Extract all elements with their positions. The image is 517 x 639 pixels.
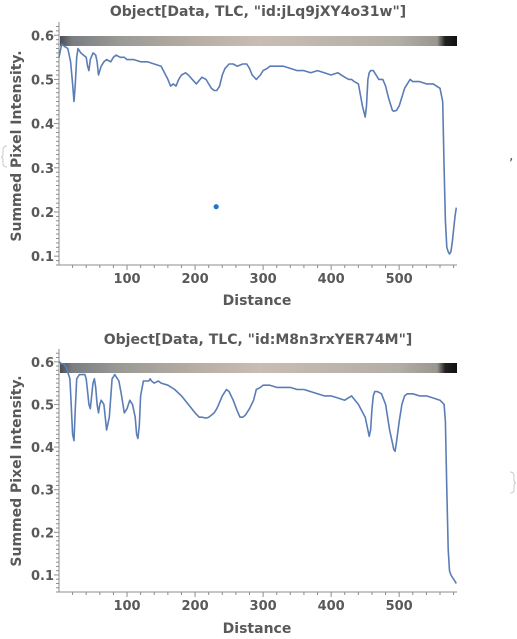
x-tick-label: 500 bbox=[386, 272, 413, 287]
chart-2-title: Object[Data, TLC, "id:M8n3rxYER74M"] bbox=[104, 332, 413, 348]
chart-1-x-axis-label: Distance bbox=[223, 293, 292, 309]
chart-2-y-axis-label: Summed Pixel Intensity. bbox=[9, 375, 25, 566]
x-tick-label: 100 bbox=[113, 272, 140, 287]
y-tick-label: 0.4 bbox=[31, 118, 54, 133]
y-tick-label: 0.4 bbox=[31, 441, 54, 456]
chart-1-axes bbox=[58, 22, 457, 266]
x-tick-label: 100 bbox=[113, 599, 140, 614]
y-tick-label: 0.5 bbox=[31, 398, 54, 413]
data-point-marker bbox=[213, 204, 219, 210]
y-tick-label: 0.6 bbox=[31, 356, 54, 371]
y-tick-label: 0.1 bbox=[31, 250, 54, 265]
chart-2-y-ticks: 0.1 0.2 0.3 0.4 0.5 0.6 bbox=[31, 352, 59, 593]
x-tick-label: 200 bbox=[181, 599, 208, 614]
chart-2-x-ticks: 100 200 300 400 500 bbox=[72, 592, 455, 614]
chart-2: Object[Data, TLC, "id:M8n3rxYER74M"] 100… bbox=[9, 332, 457, 637]
close-bracket-bottom bbox=[509, 471, 517, 494]
chart-2-axes bbox=[58, 349, 457, 593]
x-tick-label: 300 bbox=[250, 599, 277, 614]
x-tick-label: 400 bbox=[318, 272, 345, 287]
chart-1-y-ticks: 0.1 0.2 0.3 0.4 0.5 0.6 bbox=[31, 25, 59, 266]
y-tick-label: 0.6 bbox=[31, 29, 54, 44]
y-tick-label: 0.2 bbox=[31, 526, 54, 541]
x-tick-label: 300 bbox=[250, 272, 277, 287]
y-tick-label: 0.3 bbox=[31, 484, 54, 499]
chart-1-markers bbox=[213, 204, 219, 210]
x-tick-label: 400 bbox=[318, 599, 345, 614]
y-tick-label: 0.1 bbox=[31, 569, 54, 584]
y-tick-label: 0.3 bbox=[31, 162, 54, 177]
chart-1-series-line bbox=[58, 43, 458, 255]
x-tick-label: 500 bbox=[386, 599, 413, 614]
open-bracket-top bbox=[0, 145, 8, 168]
y-tick-label: 0.2 bbox=[31, 206, 54, 221]
chart-2-series-line bbox=[58, 361, 457, 584]
x-tick-label: 200 bbox=[181, 272, 208, 287]
chart-1: Object[Data, TLC, "id:jLq9jXY4o31w"] 100… bbox=[9, 4, 458, 309]
list-separator-comma: , bbox=[509, 148, 513, 164]
chart-1-title: Object[Data, TLC, "id:jLq9jXY4o31w"] bbox=[110, 4, 406, 20]
chart-2-lane-strip bbox=[60, 363, 457, 373]
chart-2-x-axis-label: Distance bbox=[223, 621, 292, 637]
chart-1-y-axis-label: Summed Pixel Intensity. bbox=[9, 50, 25, 241]
chart-1-x-ticks: 100 200 300 400 500 bbox=[72, 265, 455, 287]
y-tick-label: 0.5 bbox=[31, 73, 54, 88]
chart-1-lane-strip bbox=[60, 36, 457, 46]
